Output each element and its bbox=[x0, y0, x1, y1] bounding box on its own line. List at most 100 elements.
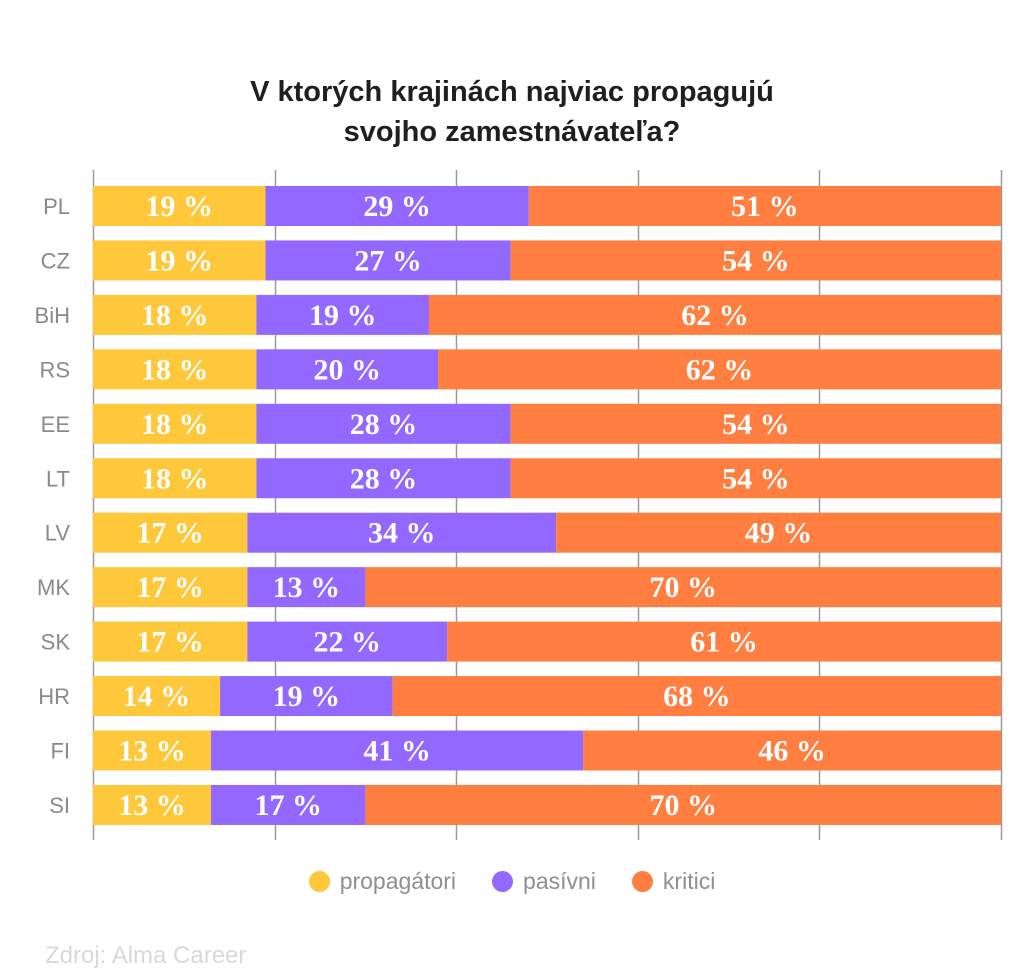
category-label: EE bbox=[41, 412, 70, 437]
data-label: 54 % bbox=[722, 408, 790, 441]
data-label: 28 % bbox=[350, 408, 418, 441]
legend-item-propagatori[interactable]: propagátori bbox=[308, 868, 457, 895]
value-labels: 19 % 29 % 51 % 19 % 27 % 54 % 18 % 19 % 62 % 18 %… bbox=[118, 190, 826, 822]
bar-segment bbox=[528, 186, 1001, 226]
data-label: 17 % bbox=[136, 626, 204, 659]
category-label: SI bbox=[49, 793, 70, 818]
data-label: 17 % bbox=[136, 571, 204, 604]
bar-segment bbox=[93, 621, 248, 662]
data-label: 19 % bbox=[273, 680, 341, 713]
bar-segment bbox=[583, 730, 1001, 771]
bar-segment bbox=[93, 403, 257, 444]
legend-label: pasívni bbox=[523, 868, 596, 894]
data-label: 22 % bbox=[313, 626, 381, 659]
legend-label: propagátori bbox=[339, 868, 457, 894]
legend: propagátori pasívni kritici bbox=[0, 868, 1024, 895]
legend-item-kritici[interactable]: kritici bbox=[631, 868, 716, 895]
data-label: 19 % bbox=[309, 299, 377, 332]
category-label: MK bbox=[37, 575, 70, 600]
data-label: 34 % bbox=[368, 517, 436, 550]
bar-segment bbox=[392, 676, 1001, 717]
category-label: FI bbox=[50, 739, 70, 764]
bar-segment bbox=[510, 403, 1001, 444]
bar-segment bbox=[510, 240, 1001, 281]
bar-segment bbox=[247, 512, 557, 553]
bar-segment bbox=[211, 784, 366, 825]
legend-dot-icon bbox=[631, 871, 653, 892]
data-label: 62 % bbox=[686, 353, 754, 386]
data-label: 13 % bbox=[118, 789, 186, 822]
chart-title-line-2: svojho zamestnávateľa? bbox=[343, 116, 681, 148]
bar-segment bbox=[256, 294, 429, 335]
bar-segment bbox=[93, 349, 257, 390]
data-label: 54 % bbox=[722, 462, 790, 495]
bar-segment bbox=[256, 458, 511, 499]
data-label: 19 % bbox=[146, 190, 214, 223]
bar-segment bbox=[247, 567, 366, 608]
category-label: PL bbox=[43, 194, 70, 219]
data-label: 19 % bbox=[146, 244, 214, 277]
legend-dot-icon bbox=[492, 871, 514, 892]
data-label: 29 % bbox=[363, 190, 431, 223]
data-label: 70 % bbox=[649, 571, 717, 604]
legend-dot-icon bbox=[308, 871, 330, 892]
data-label: 51 % bbox=[731, 190, 799, 223]
category-label: LV bbox=[45, 521, 71, 546]
data-label: 14 % bbox=[123, 680, 191, 713]
data-label: 20 % bbox=[313, 353, 381, 386]
bar-segment bbox=[247, 621, 448, 662]
stacked-bar-chart: 19 % 29 % 51 % 19 % 27 % 54 % 18 % 19 % 62 % 18 %… bbox=[35, 170, 1003, 840]
legend-label: kritici bbox=[662, 868, 716, 894]
data-label: 18 % bbox=[141, 408, 209, 441]
data-label: 18 % bbox=[141, 299, 209, 332]
data-label: 28 % bbox=[350, 462, 418, 495]
source-note: Zdroj: Alma Career bbox=[45, 942, 247, 969]
category-labels: PL CZ BiH RS EE LT LV MK SK HR FI SI bbox=[35, 194, 71, 818]
bar-segment bbox=[93, 512, 248, 553]
data-label: 17 % bbox=[136, 517, 204, 550]
bar-segment bbox=[93, 186, 266, 226]
category-label: LT bbox=[46, 466, 70, 491]
bar-segment bbox=[438, 349, 1001, 390]
bar-segment bbox=[93, 784, 212, 825]
category-label: HR bbox=[38, 684, 70, 709]
bar-segment bbox=[365, 567, 1001, 608]
bar-segment bbox=[93, 240, 266, 281]
data-label: 61 % bbox=[690, 626, 758, 659]
gridlines bbox=[92, 170, 1003, 840]
bar-segment bbox=[93, 676, 221, 717]
data-label: 13 % bbox=[118, 735, 186, 768]
bars bbox=[93, 186, 1002, 825]
data-label: 13 % bbox=[273, 571, 341, 604]
category-label: CZ bbox=[41, 248, 70, 273]
data-label: 41 % bbox=[363, 735, 431, 768]
data-label: 18 % bbox=[141, 462, 209, 495]
data-label: 62 % bbox=[681, 299, 749, 332]
bar-segment bbox=[265, 186, 529, 226]
bar-segment bbox=[93, 294, 257, 335]
data-label: 54 % bbox=[722, 244, 790, 277]
bar-segment bbox=[93, 730, 212, 771]
category-label: BiH bbox=[35, 303, 70, 328]
data-label: 17 % bbox=[254, 789, 322, 822]
bar-segment bbox=[365, 784, 1001, 825]
data-label: 27 % bbox=[354, 244, 422, 277]
chart-title-line-1: V ktorých krajinách najviac propagujú bbox=[250, 76, 774, 108]
bar-segment bbox=[211, 730, 584, 771]
bar-segment bbox=[556, 512, 1001, 553]
bar-segment bbox=[93, 458, 257, 499]
data-label: 68 % bbox=[663, 680, 731, 713]
chart-title: V ktorých krajinách najviac propagujú sv… bbox=[0, 72, 1024, 152]
bar-segment bbox=[256, 349, 439, 390]
bar-segment bbox=[510, 458, 1001, 499]
bar-segment bbox=[93, 567, 248, 608]
data-label: 46 % bbox=[758, 735, 826, 768]
data-label: 49 % bbox=[745, 517, 813, 550]
data-label: 18 % bbox=[141, 353, 209, 386]
data-label: 70 % bbox=[649, 789, 717, 822]
bar-segment bbox=[428, 294, 1002, 335]
category-label: SK bbox=[41, 630, 71, 655]
bar-segment bbox=[220, 676, 393, 717]
legend-item-pasivni[interactable]: pasívni bbox=[492, 868, 596, 895]
bar-segment bbox=[265, 240, 511, 281]
